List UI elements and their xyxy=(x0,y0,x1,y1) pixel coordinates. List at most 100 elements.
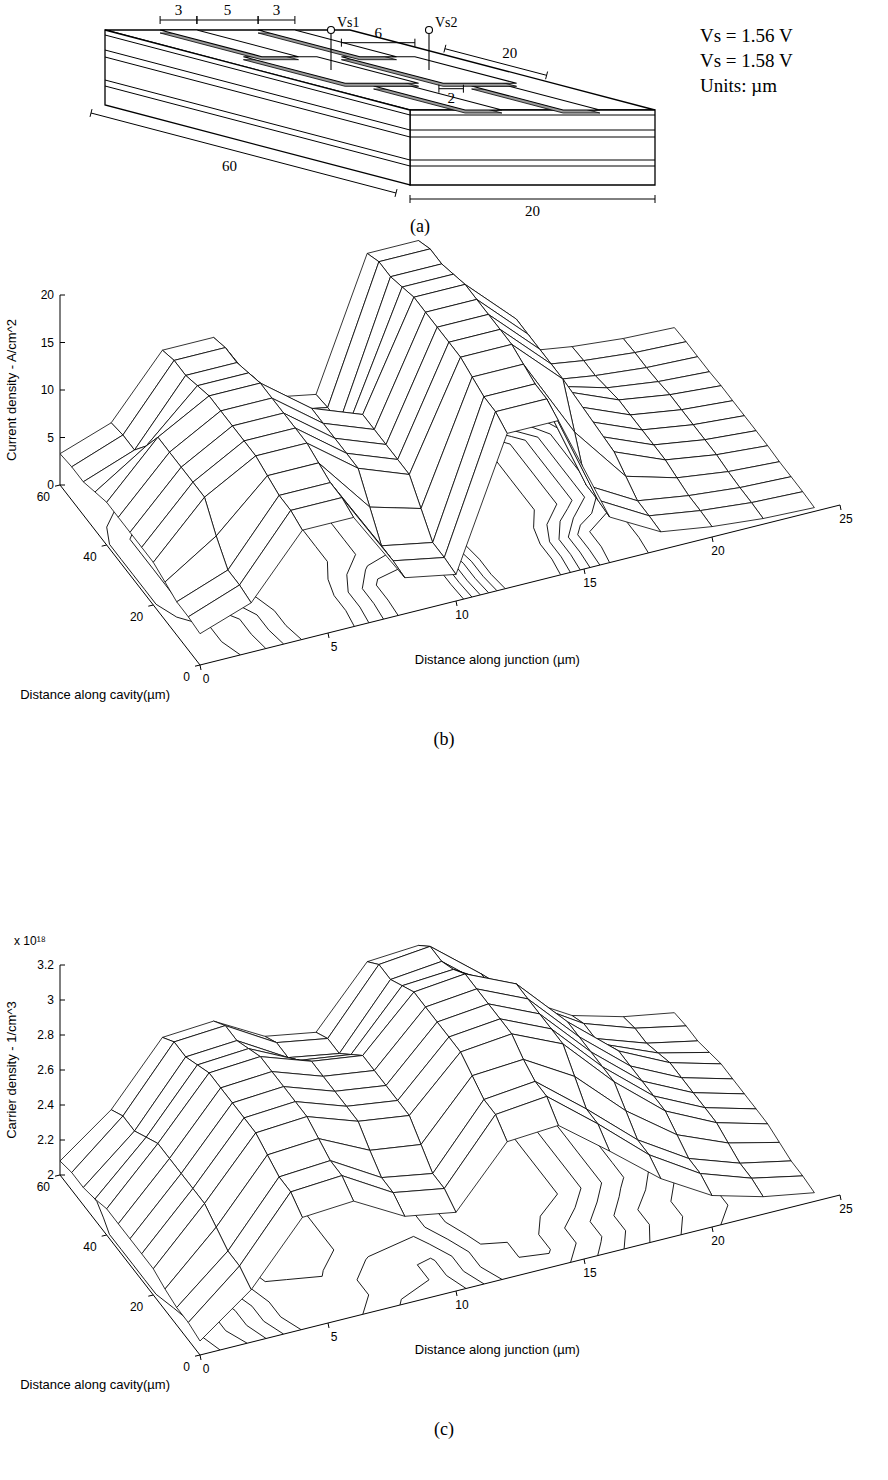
z-tick-label: 5 xyxy=(47,431,54,445)
junction-tick-label: 25 xyxy=(839,1202,853,1216)
annotation: x 10¹⁸ xyxy=(14,934,46,948)
junction-axis xyxy=(200,505,840,665)
junction-tick xyxy=(584,1259,585,1264)
dimension-tick xyxy=(196,16,197,24)
dimension-tick xyxy=(438,85,439,93)
junction-axis-title: Distance along junction (µm) xyxy=(415,1342,580,1357)
plot-area xyxy=(60,945,814,1350)
cavity-axis-title: Distance along cavity(µm) xyxy=(20,687,170,702)
terminal-lead xyxy=(428,34,429,71)
dimension-tick xyxy=(655,195,656,203)
dimension-label: 3 xyxy=(175,2,183,18)
layer-line xyxy=(410,115,655,116)
terminal-lead xyxy=(330,34,331,71)
dimension-tick xyxy=(196,16,197,24)
terminal-label: Vs2 xyxy=(435,15,458,30)
layer-line xyxy=(105,86,410,166)
surface-cell xyxy=(496,1096,559,1141)
dimension-label: 3 xyxy=(273,2,281,18)
surface-cell xyxy=(240,1192,303,1290)
junction-tick xyxy=(712,1227,713,1232)
junction-tick xyxy=(200,1355,201,1360)
z-tick-label: 10 xyxy=(41,383,55,397)
z-tick-label: 2.8 xyxy=(37,1028,54,1042)
junction-tick-label: 5 xyxy=(331,640,338,654)
side-face xyxy=(105,30,410,185)
surface-cell xyxy=(496,399,559,434)
z-tick-label: 2.6 xyxy=(37,1063,54,1077)
dimension-tick xyxy=(463,85,464,93)
dimension-label: 20 xyxy=(502,45,517,61)
dimension-line xyxy=(341,42,415,43)
dimension-label: 20 xyxy=(525,203,540,219)
terminal xyxy=(426,27,433,34)
junction-tick xyxy=(840,1195,841,1200)
cavity-tick-label: 0 xyxy=(183,670,190,684)
terminal xyxy=(328,27,335,34)
cavity-tick xyxy=(55,485,60,486)
panel-label: (a) xyxy=(410,216,430,237)
junction-tick xyxy=(200,665,201,670)
cavity-tick-label: 40 xyxy=(83,1240,97,1254)
dimension-tick xyxy=(258,16,259,24)
surface-cell xyxy=(188,1266,251,1341)
surface-cell xyxy=(444,1115,507,1213)
junction-tick-label: 20 xyxy=(711,1234,725,1248)
z-tick xyxy=(60,1175,65,1176)
cavity-tick-label: 40 xyxy=(83,550,97,564)
junction-tick-label: 0 xyxy=(203,672,210,686)
dimension-label: 60 xyxy=(222,158,237,174)
dimension-label: 2 xyxy=(447,90,455,106)
cavity-tick-label: 0 xyxy=(183,1360,190,1374)
surface-plot: 22.22.42.62.833.202040600510152025Carrie… xyxy=(4,934,853,1440)
z-tick xyxy=(60,965,65,966)
dimension-tick xyxy=(395,189,397,197)
z-tick xyxy=(60,1035,65,1036)
cavity-tick xyxy=(148,605,153,606)
surface-plot: 0510152002040600510152025Current density… xyxy=(4,241,853,751)
z-tick xyxy=(60,1140,65,1141)
surface-cell xyxy=(188,585,251,634)
device-diagram: Vs1Vs235362026020(a)Vs = 1.56 VVs = 1.58… xyxy=(90,2,793,237)
z-tick xyxy=(60,485,65,486)
dimension-tick xyxy=(410,195,411,203)
cavity-tick xyxy=(195,665,200,666)
panel-label: (b) xyxy=(434,729,455,750)
note: Vs = 1.58 V xyxy=(700,50,793,71)
junction-tick-label: 25 xyxy=(839,512,853,526)
dimension-tick xyxy=(258,16,259,24)
cavity-axis-title: Distance along cavity(µm) xyxy=(20,1377,170,1392)
contour-line xyxy=(100,383,610,655)
junction-tick-label: 15 xyxy=(583,576,597,590)
layer-line xyxy=(410,137,655,138)
z-tick xyxy=(60,342,65,343)
dimension-tick xyxy=(444,45,446,53)
z-tick-label: 3 xyxy=(47,993,54,1007)
contour-line xyxy=(107,1055,683,1344)
dimension-line xyxy=(258,20,295,21)
cavity-tick xyxy=(148,1295,153,1296)
surface-cell xyxy=(240,510,303,602)
dimension-tick xyxy=(414,39,415,47)
layer-line xyxy=(410,130,655,131)
terminal-label: Vs1 xyxy=(337,15,360,30)
z-tick xyxy=(60,437,65,438)
surface-cell xyxy=(598,1124,661,1179)
cavity-tick xyxy=(55,1175,60,1176)
surface-cell xyxy=(575,432,638,501)
contact-stripe xyxy=(472,86,600,110)
junction-tick xyxy=(328,1323,329,1328)
dimension-line xyxy=(91,113,396,193)
z-tick xyxy=(60,1105,65,1106)
z-tick xyxy=(60,1000,65,1001)
z-tick xyxy=(60,295,65,296)
layer-line xyxy=(105,80,410,160)
z-tick xyxy=(60,1070,65,1071)
z-tick-label: 2.2 xyxy=(37,1133,54,1147)
cavity-tick xyxy=(102,545,107,546)
junction-tick-label: 10 xyxy=(455,1298,469,1312)
z-tick-label: 2.4 xyxy=(37,1098,54,1112)
junction-tick-label: 0 xyxy=(203,1362,210,1376)
dimension-tick xyxy=(341,39,342,47)
dimension-label: 6 xyxy=(374,25,382,41)
